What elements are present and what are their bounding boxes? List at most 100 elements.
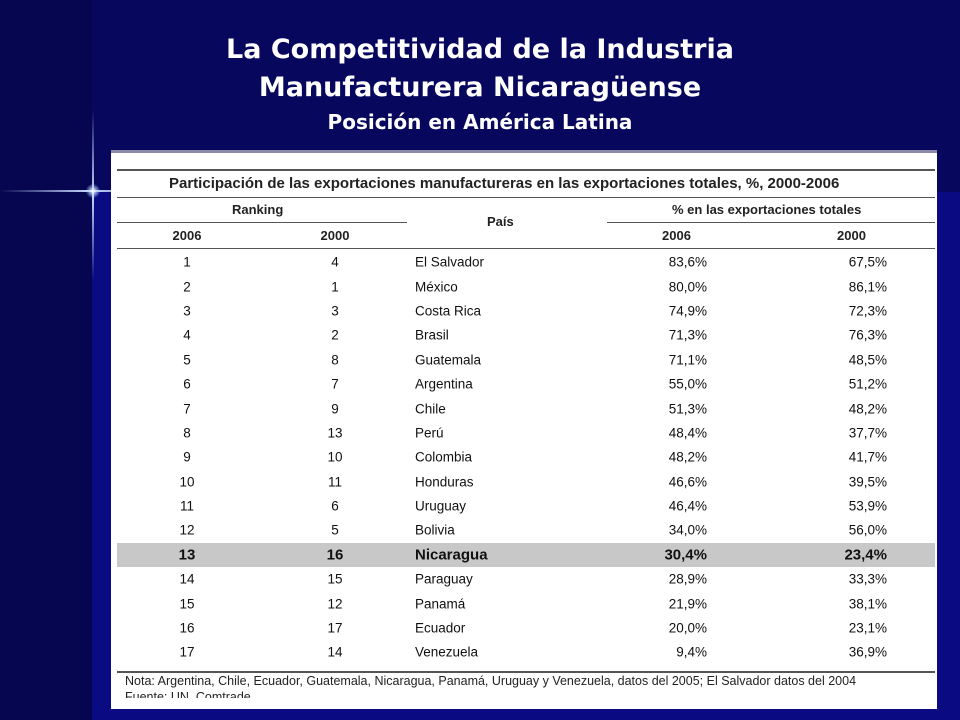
rank-2006-cell: 6 (183, 376, 191, 392)
rank-2006-cell: 2 (183, 279, 191, 295)
table-row: 9 10 Colombia 48,2% 41,7% (117, 445, 935, 469)
rank-2000-cell: 15 (327, 571, 343, 587)
pct-2000-cell: 48,2% (848, 401, 887, 417)
light-flare-horizontal (0, 190, 200, 192)
pct-2000-cell: 33,3% (848, 571, 887, 587)
rank-2000-cell: 11 (327, 474, 342, 490)
rank-2000-cell: 12 (327, 596, 343, 612)
pct-2006-cell: 71,1% (668, 352, 707, 368)
table-row: 8 13 Perú 48,4% 37,7% (117, 421, 935, 445)
country-cell: Panamá (415, 596, 466, 612)
pct-2006-cell: 55,0% (668, 376, 707, 392)
pct-2006-cell: 20,0% (668, 620, 707, 636)
pct-2000-cell: 53,9% (848, 498, 887, 514)
slide-title-line1: La Competitividad de la Industria (226, 34, 734, 65)
rank-2006-cell: 3 (183, 303, 191, 319)
country-cell: Argentina (415, 376, 473, 392)
rank-2006-cell: 12 (179, 522, 195, 538)
pct-2000-cell: 37,7% (848, 425, 887, 441)
rank-2006-cell: 11 (179, 498, 194, 514)
table-row: 16 17 Ecuador 20,0% 23,1% (117, 616, 935, 640)
table-caption: Participación de las exportaciones manuf… (117, 169, 935, 198)
pct-year-2006: 2006 (662, 228, 691, 243)
ranking-year-2006: 2006 (172, 228, 202, 243)
pct-2000-cell: 56,0% (848, 522, 887, 538)
table-footer: Nota: Argentina, Chile, Ecuador, Guatema… (117, 670, 935, 698)
pct-2006-cell: 51,3% (668, 401, 707, 417)
pct-2000-cell: 86,1% (848, 279, 887, 295)
rank-2006-cell: 14 (179, 571, 195, 587)
table-row: 17 14 Venezuela 9,4% 36,9% (117, 640, 935, 664)
header-divider-right (607, 222, 935, 223)
rank-2006-cell: 13 (178, 546, 196, 564)
rank-2000-cell: 4 (331, 254, 339, 270)
header-divider-bottom (117, 248, 935, 249)
country-cell: El Salvador (415, 254, 485, 270)
country-cell: Uruguay (415, 498, 467, 514)
table-row: 12 5 Bolivia 34,0% 56,0% (117, 518, 935, 542)
table-row: 1 4 El Salvador 83,6% 67,5% (117, 250, 935, 274)
rank-2000-cell: 1 (331, 279, 339, 295)
slide-title-line2: Manufacturera Nicaragüense (258, 72, 702, 103)
pct-2000-cell: 76,3% (848, 327, 887, 343)
pct-2000-cell: 41,7% (848, 449, 887, 465)
country-cell: Chile (415, 401, 446, 417)
rank-2006-cell: 16 (179, 620, 195, 636)
country-cell: Paraguay (415, 571, 473, 587)
country-cell: México (415, 279, 458, 295)
pct-2000-cell: 48,5% (848, 352, 887, 368)
background-left-band (0, 0, 92, 720)
table-row: 10 11 Honduras 46,6% 39,5% (117, 470, 935, 494)
pct-header: % en las exportaciones totales (672, 202, 862, 217)
pct-2006-cell: 83,6% (668, 254, 707, 270)
country-cell: Costa Rica (415, 303, 482, 319)
rank-2000-cell: 7 (331, 376, 339, 392)
country-cell: Colombia (415, 449, 473, 465)
rank-2000-cell: 16 (326, 546, 344, 564)
pct-2006-cell: 71,3% (668, 327, 707, 343)
light-flare-center (86, 184, 100, 198)
country-cell: Bolivia (415, 522, 455, 538)
pct-2000-cell: 23,1% (848, 620, 887, 636)
rank-2000-cell: 14 (327, 644, 343, 660)
pct-2000-cell: 39,5% (848, 474, 887, 490)
slide-subtitle: Posición en América Latina (327, 110, 633, 134)
pct-2006-cell: 28,9% (668, 571, 707, 587)
pct-2006-cell: 34,0% (668, 522, 707, 538)
pct-2006-cell: 46,4% (668, 498, 707, 514)
country-cell: Honduras (415, 474, 474, 490)
pct-2006-cell: 9,4% (676, 644, 707, 660)
ranking-year-2000: 2000 (320, 228, 350, 243)
table-row-highlighted: 13 16 Nicaragua 30,4% 23,4% (117, 542, 935, 568)
table-note: Nota: Argentina, Chile, Ecuador, Guatema… (125, 673, 857, 688)
pct-2006-cell: 48,2% (668, 449, 707, 465)
rank-2006-cell: 1 (183, 254, 191, 270)
pct-2006-cell: 30,4% (664, 546, 707, 564)
country-cell: Brasil (415, 327, 449, 343)
rank-2000-cell: 6 (331, 498, 339, 514)
country-cell: Perú (415, 425, 444, 441)
rank-2000-cell: 13 (327, 425, 343, 441)
table-row: 6 7 Argentina 55,0% 51,2% (117, 372, 935, 396)
country-header: País (487, 214, 514, 229)
table-image: Participación de las exportaciones manuf… (111, 150, 937, 709)
rank-2006-cell: 5 (183, 352, 191, 368)
rank-2006-cell: 15 (179, 596, 195, 612)
header-divider-left (117, 222, 407, 223)
rank-2000-cell: 8 (331, 352, 339, 368)
rank-2006-cell: 17 (179, 644, 195, 660)
table-body: 1 4 El Salvador 83,6% 67,5% 2 1 México 80,0% 86,1… (117, 250, 935, 665)
table-row: 7 9 Chile 51,3% 48,2% (117, 396, 935, 420)
pct-2000-cell: 23,4% (844, 546, 887, 564)
table-row: 2 1 México 80,0% 86,1% (117, 274, 935, 298)
pct-2000-cell: 36,9% (848, 644, 887, 660)
pct-2000-cell: 67,5% (848, 254, 887, 270)
rank-2006-cell: 8 (183, 425, 191, 441)
rank-2000-cell: 3 (331, 303, 339, 319)
pct-2006-cell: 21,9% (668, 596, 707, 612)
table-row: 14 15 Paraguay 28,9% 33,3% (117, 567, 935, 591)
pct-2000-cell: 72,3% (848, 303, 887, 319)
pct-year-2000: 2000 (837, 228, 866, 243)
pct-2000-cell: 38,1% (848, 596, 887, 612)
table-row: 3 3 Costa Rica 74,9% 72,3% (117, 299, 935, 323)
